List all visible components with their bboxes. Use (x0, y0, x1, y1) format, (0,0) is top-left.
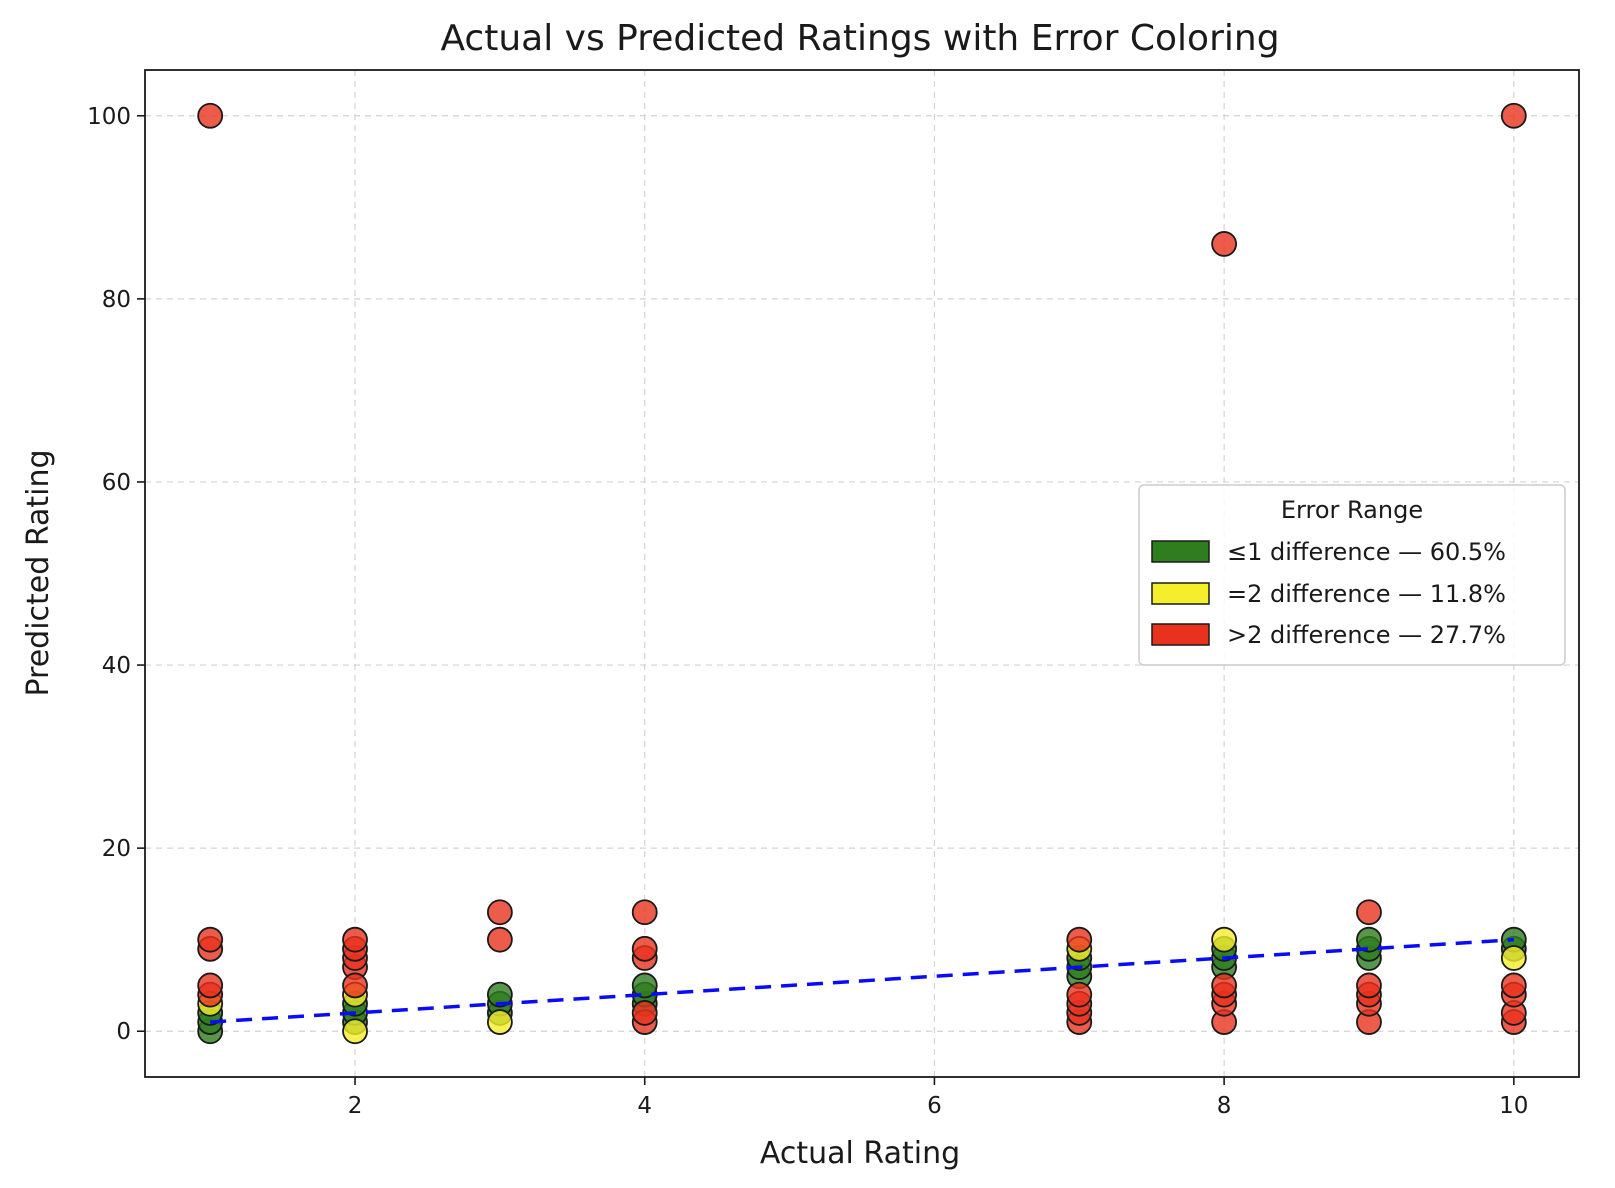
legend-swatch-yellow (1151, 582, 1210, 605)
y-tick-label: 100 (87, 104, 131, 130)
data-point-yellow (342, 1018, 368, 1045)
data-point-red (1500, 102, 1527, 129)
data-point-yellow (1211, 926, 1238, 953)
legend: Error Range ≤1 difference — 60.5% =2 dif… (1138, 484, 1566, 666)
legend-label-red: >2 difference — 27.7% (1227, 621, 1506, 649)
legend-label-yellow: =2 difference — 11.8% (1227, 580, 1506, 608)
x-tick-label: 10 (1499, 1093, 1528, 1119)
y-axis-label: Predicted Rating (21, 449, 56, 696)
data-point-red (631, 1000, 658, 1026)
x-axis-label: Actual Rating (760, 1136, 960, 1171)
data-point-yellow (486, 1009, 513, 1035)
data-point-red (1211, 231, 1238, 257)
data-point-red (631, 935, 658, 962)
x-tick-label: 2 (348, 1093, 363, 1119)
y-tick-label: 0 (116, 1019, 131, 1045)
data-point-red (1356, 972, 1382, 999)
data-point-red (631, 899, 658, 926)
legend-swatch-green (1151, 540, 1210, 563)
data-points (197, 102, 1527, 1045)
x-tick-label: 4 (637, 1093, 652, 1119)
legend-label-green: ≤1 difference — 60.5% (1227, 538, 1506, 566)
data-point-red (1066, 981, 1093, 1008)
data-point-red (1066, 926, 1093, 953)
data-point-red (197, 926, 224, 953)
y-tick-label: 80 (102, 287, 131, 313)
x-tick-label: 6 (927, 1093, 942, 1119)
x-tick-label: 8 (1217, 1093, 1232, 1119)
y-axis-ticks: 0 20 40 60 80 100 (87, 104, 145, 1045)
y-tick-label: 20 (102, 836, 131, 862)
data-point-green (486, 981, 513, 1008)
reference-line (210, 937, 1514, 1024)
data-point-red (197, 102, 224, 129)
data-point-red (342, 972, 368, 999)
reference-line-group (210, 937, 1514, 1024)
data-point-green (631, 972, 658, 999)
data-point-red (1211, 972, 1238, 999)
y-tick-label: 40 (102, 653, 131, 679)
legend-box (1138, 484, 1566, 666)
x-axis-ticks: 2 4 6 8 10 (348, 1077, 1528, 1119)
chart-title: Actual vs Predicted Ratings with Error C… (440, 18, 1279, 59)
data-point-green (1356, 926, 1382, 953)
data-point-yellow (1500, 945, 1527, 971)
y-tick-label: 60 (102, 470, 131, 496)
data-point-red (1356, 899, 1382, 926)
data-point-red (1500, 972, 1527, 999)
plot-area-frame (144, 69, 1580, 1078)
data-point-red (486, 926, 513, 953)
data-point-red (486, 899, 513, 926)
legend-swatch-red (1151, 623, 1210, 646)
legend-title: Error Range (1281, 496, 1423, 524)
data-point-red (197, 972, 224, 999)
data-point-red (342, 926, 368, 953)
